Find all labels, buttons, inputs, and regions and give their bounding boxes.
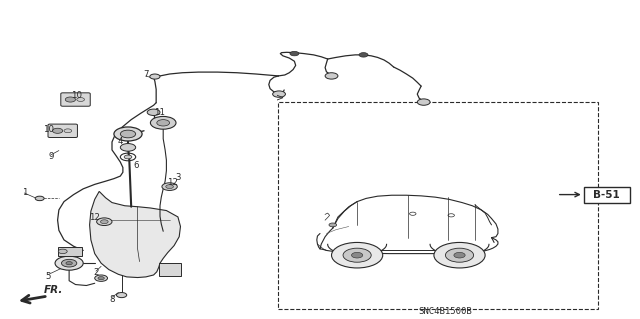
- Circle shape: [417, 99, 430, 105]
- Circle shape: [116, 293, 127, 298]
- Circle shape: [329, 223, 337, 227]
- Circle shape: [273, 91, 285, 97]
- Circle shape: [325, 73, 338, 79]
- Text: 9: 9: [49, 152, 54, 161]
- Text: B-51: B-51: [593, 189, 620, 200]
- Text: 6: 6: [133, 161, 138, 170]
- FancyBboxPatch shape: [61, 93, 90, 106]
- Circle shape: [55, 256, 83, 270]
- FancyBboxPatch shape: [48, 124, 77, 137]
- Text: >: >: [276, 92, 284, 102]
- Circle shape: [290, 51, 299, 56]
- Text: 12: 12: [167, 178, 179, 187]
- Text: 10: 10: [43, 125, 54, 134]
- Bar: [58, 247, 82, 256]
- Text: 10: 10: [71, 91, 83, 100]
- Circle shape: [98, 277, 104, 280]
- Circle shape: [157, 120, 170, 126]
- Text: 11: 11: [154, 108, 166, 117]
- Circle shape: [65, 97, 76, 102]
- Circle shape: [64, 129, 72, 133]
- Circle shape: [97, 218, 112, 226]
- Bar: [278, 102, 598, 309]
- Circle shape: [332, 242, 383, 268]
- Text: FR.: FR.: [44, 285, 63, 295]
- Circle shape: [454, 252, 465, 258]
- Circle shape: [162, 183, 177, 190]
- Circle shape: [95, 275, 108, 281]
- Circle shape: [150, 116, 176, 129]
- Text: SNC4B1500B: SNC4B1500B: [418, 307, 472, 315]
- Circle shape: [66, 262, 72, 265]
- Text: 4: 4: [118, 137, 123, 146]
- Polygon shape: [90, 191, 180, 278]
- Circle shape: [35, 196, 44, 201]
- Bar: [159, 263, 181, 276]
- Circle shape: [58, 249, 67, 254]
- Circle shape: [343, 248, 371, 262]
- Bar: [584, 187, 630, 203]
- Circle shape: [147, 109, 160, 115]
- Circle shape: [77, 98, 84, 101]
- Text: 8: 8: [109, 295, 115, 304]
- Circle shape: [120, 144, 136, 151]
- Text: 2: 2: [93, 268, 99, 277]
- Circle shape: [120, 130, 136, 138]
- Circle shape: [359, 53, 368, 57]
- Text: 1: 1: [22, 189, 27, 197]
- Text: 5: 5: [46, 272, 51, 281]
- Circle shape: [351, 252, 363, 258]
- Circle shape: [61, 259, 77, 267]
- Text: 12: 12: [89, 213, 100, 222]
- Circle shape: [124, 155, 132, 159]
- Circle shape: [100, 220, 108, 224]
- Text: 3: 3: [175, 173, 180, 182]
- Circle shape: [434, 242, 485, 268]
- Circle shape: [150, 74, 160, 79]
- Text: 7: 7: [143, 70, 148, 78]
- Circle shape: [114, 127, 142, 141]
- Circle shape: [445, 248, 474, 262]
- Circle shape: [166, 185, 173, 189]
- Circle shape: [52, 128, 63, 133]
